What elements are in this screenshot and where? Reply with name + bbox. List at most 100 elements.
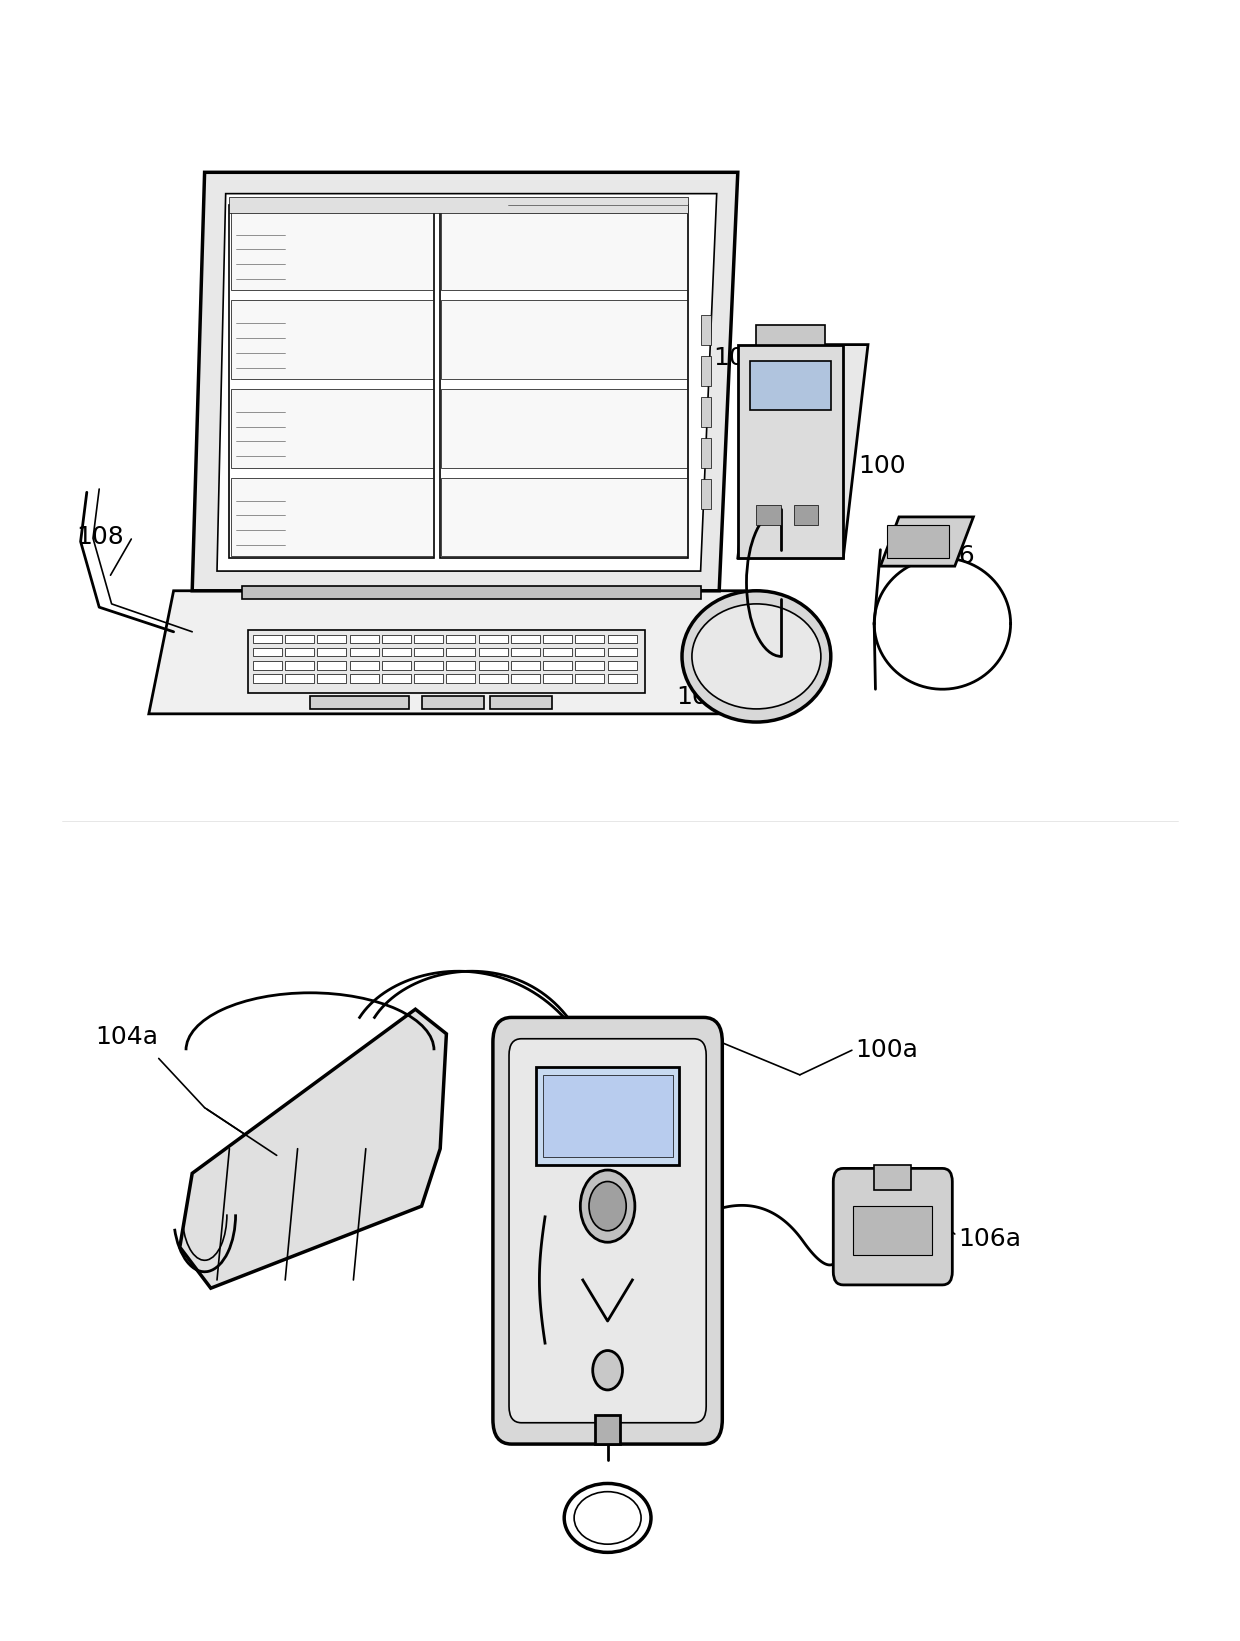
- Bar: [350, 648, 378, 656]
- Bar: [575, 661, 604, 670]
- Polygon shape: [149, 591, 769, 714]
- Bar: [701, 438, 711, 468]
- Polygon shape: [192, 172, 738, 591]
- Bar: [253, 661, 281, 670]
- Bar: [285, 648, 314, 656]
- Bar: [874, 1165, 911, 1190]
- FancyBboxPatch shape: [833, 1168, 952, 1285]
- Bar: [382, 674, 410, 683]
- Bar: [317, 661, 346, 670]
- Polygon shape: [180, 1009, 446, 1288]
- Bar: [543, 661, 572, 670]
- Bar: [536, 1067, 680, 1165]
- Text: 106a: 106a: [959, 1227, 1022, 1250]
- Bar: [756, 505, 781, 525]
- Bar: [511, 648, 539, 656]
- Bar: [701, 315, 711, 345]
- Bar: [479, 661, 507, 670]
- Bar: [317, 674, 346, 683]
- Bar: [543, 635, 572, 643]
- Bar: [511, 661, 539, 670]
- Bar: [479, 648, 507, 656]
- Bar: [317, 635, 346, 643]
- Text: 108: 108: [76, 525, 124, 548]
- Text: 104: 104: [677, 686, 724, 709]
- Bar: [738, 345, 843, 558]
- Polygon shape: [738, 345, 868, 558]
- Bar: [543, 648, 572, 656]
- Bar: [701, 479, 711, 509]
- Bar: [595, 1415, 620, 1444]
- Bar: [317, 648, 346, 656]
- Bar: [441, 389, 687, 468]
- Bar: [479, 635, 507, 643]
- Bar: [608, 661, 636, 670]
- Bar: [414, 674, 443, 683]
- Bar: [350, 674, 378, 683]
- Bar: [441, 478, 687, 556]
- Bar: [701, 397, 711, 427]
- Bar: [229, 197, 688, 213]
- Bar: [608, 674, 636, 683]
- Bar: [543, 1075, 672, 1157]
- Bar: [608, 635, 636, 643]
- Bar: [248, 630, 645, 693]
- Bar: [441, 212, 687, 290]
- Bar: [350, 661, 378, 670]
- Bar: [608, 648, 636, 656]
- Text: 102: 102: [713, 346, 761, 369]
- Bar: [794, 505, 818, 525]
- Bar: [446, 648, 475, 656]
- FancyBboxPatch shape: [492, 1017, 722, 1444]
- Bar: [750, 361, 831, 410]
- Bar: [350, 635, 378, 643]
- Bar: [543, 674, 572, 683]
- Bar: [853, 1206, 932, 1255]
- Bar: [887, 525, 949, 558]
- Bar: [285, 674, 314, 683]
- Bar: [575, 648, 604, 656]
- Bar: [285, 635, 314, 643]
- Ellipse shape: [682, 591, 831, 722]
- Bar: [231, 389, 433, 468]
- Polygon shape: [217, 194, 717, 571]
- Bar: [422, 696, 484, 709]
- Bar: [441, 300, 687, 379]
- Bar: [382, 635, 410, 643]
- Polygon shape: [880, 517, 973, 566]
- Bar: [446, 661, 475, 670]
- FancyBboxPatch shape: [508, 1039, 707, 1423]
- Bar: [253, 674, 281, 683]
- Bar: [414, 648, 443, 656]
- Bar: [285, 661, 314, 670]
- Bar: [229, 205, 434, 558]
- Bar: [446, 635, 475, 643]
- Bar: [701, 356, 711, 386]
- Bar: [479, 674, 507, 683]
- Bar: [310, 696, 409, 709]
- Bar: [575, 635, 604, 643]
- Bar: [382, 661, 410, 670]
- Bar: [440, 205, 688, 558]
- Ellipse shape: [593, 1351, 622, 1390]
- Ellipse shape: [692, 604, 821, 709]
- Text: 106: 106: [928, 545, 976, 568]
- Bar: [490, 696, 552, 709]
- Bar: [511, 635, 539, 643]
- Bar: [231, 300, 433, 379]
- Text: 100a: 100a: [856, 1039, 919, 1062]
- Bar: [231, 478, 433, 556]
- Text: 100: 100: [858, 455, 905, 478]
- Bar: [575, 674, 604, 683]
- Ellipse shape: [580, 1170, 635, 1242]
- Bar: [414, 661, 443, 670]
- Bar: [446, 674, 475, 683]
- Text: 104a: 104a: [95, 1026, 159, 1049]
- Bar: [756, 325, 825, 345]
- Bar: [511, 674, 539, 683]
- Bar: [253, 648, 281, 656]
- Bar: [242, 586, 701, 599]
- Bar: [382, 648, 410, 656]
- Ellipse shape: [589, 1182, 626, 1231]
- Bar: [231, 212, 433, 290]
